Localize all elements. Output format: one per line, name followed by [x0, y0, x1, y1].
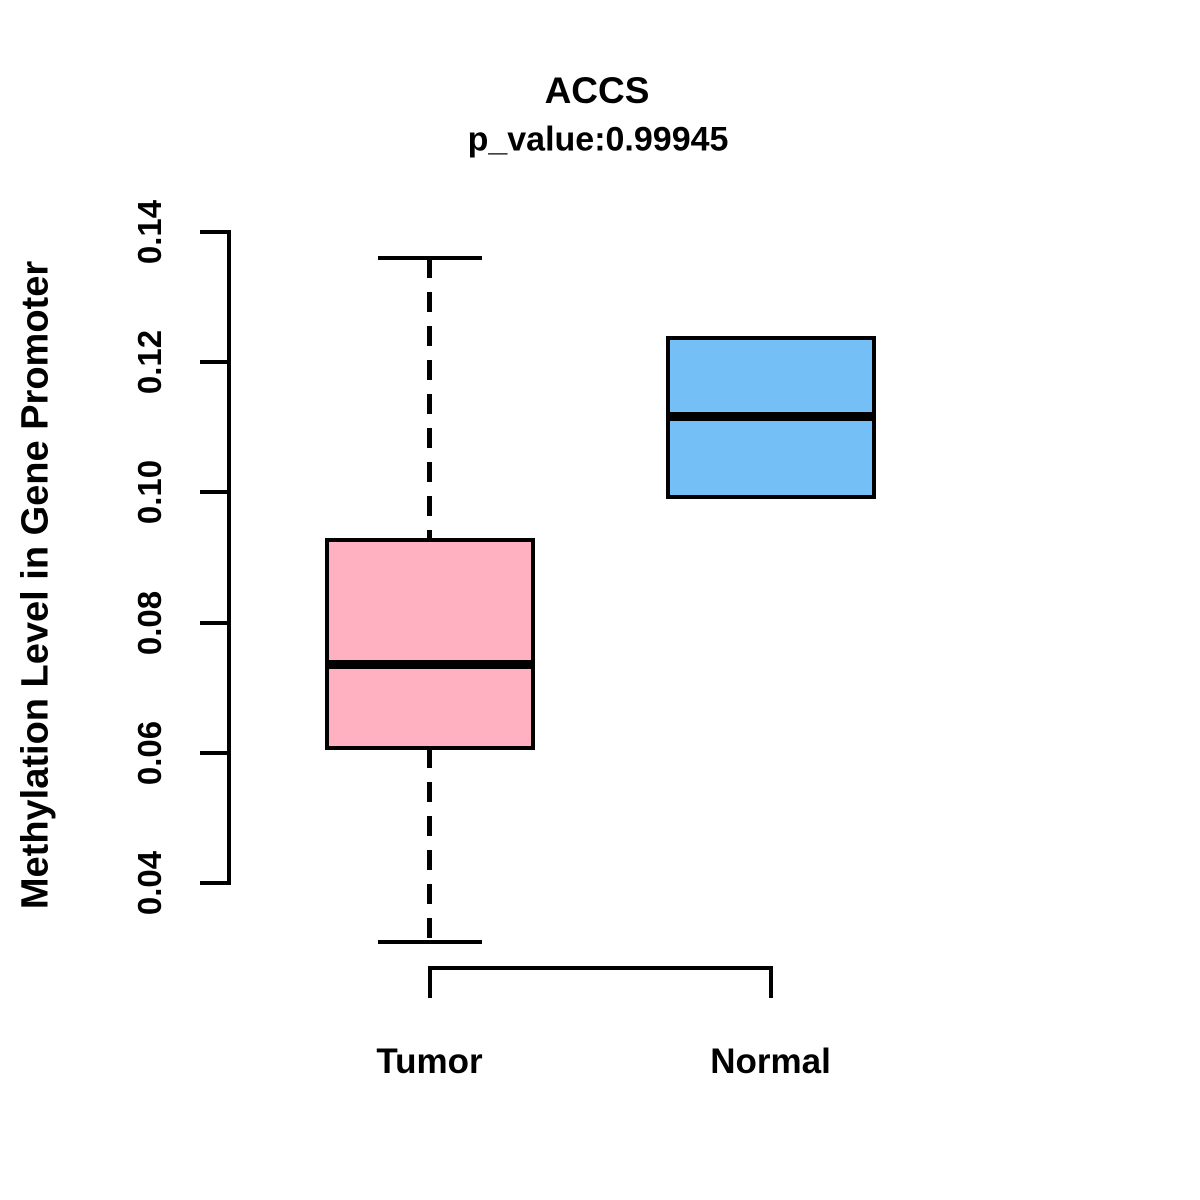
- y-tick: [200, 881, 229, 885]
- lower-whisker-cap: [377, 940, 482, 945]
- y-tick: [200, 750, 229, 755]
- y-tick-label: 0.04: [131, 850, 168, 916]
- x-tick: [427, 966, 432, 998]
- y-tick-label: 0.08: [131, 590, 168, 655]
- box-tumor: [324, 537, 535, 750]
- y-tick-label: 0.06: [131, 720, 168, 785]
- y-tick-label: 0.14: [131, 199, 168, 265]
- y-tick-label: 0.10: [131, 460, 168, 525]
- x-axis-line: [427, 966, 773, 970]
- y-tick: [200, 230, 229, 234]
- y-axis-line: [227, 230, 231, 885]
- x-category-label-normal: Normal: [710, 1042, 831, 1081]
- upper-whisker-line: [427, 258, 432, 540]
- x-tick: [768, 966, 773, 998]
- lower-whisker-line: [427, 747, 432, 943]
- x-category-label-tumor: Tumor: [376, 1042, 483, 1081]
- chart-subtitle: p_value:0.99945: [467, 120, 729, 159]
- y-tick: [200, 360, 229, 365]
- median-line-normal: [667, 412, 874, 422]
- y-tick: [200, 490, 229, 495]
- chart-title: ACCS: [544, 70, 650, 111]
- y-tick-label: 0.12: [131, 330, 168, 395]
- upper-whisker-cap: [377, 256, 482, 261]
- median-line-tumor: [326, 660, 533, 670]
- y-tick: [200, 620, 229, 625]
